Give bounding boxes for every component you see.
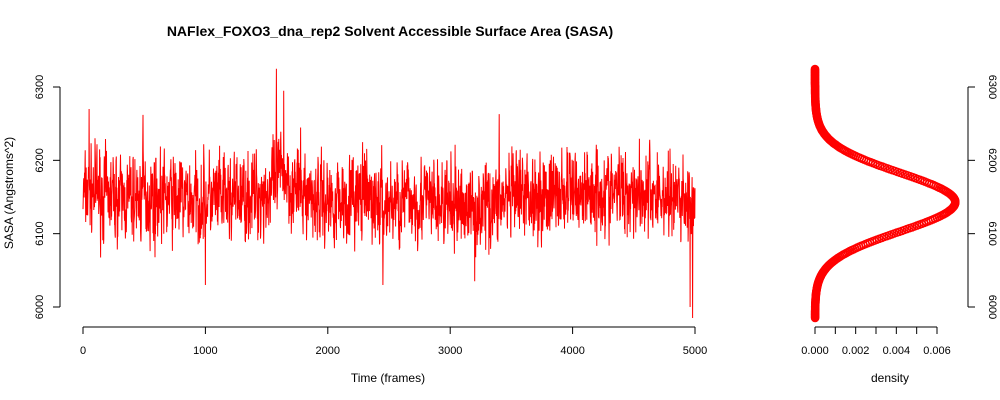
- density-y-axis: 6000 6100 6200 6300: [967, 75, 998, 319]
- x-tick-label: 2000: [316, 345, 340, 357]
- density-x-tick-label: 0.000: [801, 345, 829, 357]
- x-tick-label: 3000: [438, 345, 462, 357]
- density-x-tick-label: 0.002: [842, 345, 870, 357]
- y-tick-label: 6300: [34, 75, 46, 99]
- y-tick-label: 6200: [34, 148, 46, 172]
- density-y-tick-label: 6300: [986, 75, 998, 99]
- x-tick-label: 0: [80, 345, 86, 357]
- sasa-trace-line: [82, 68, 696, 319]
- timeseries-y-axis: 6000 6100 6200 6300: [34, 75, 61, 319]
- y-tick-label: 6100: [34, 221, 46, 245]
- density-x-tick-label: 0.006: [923, 345, 951, 357]
- density-point: [810, 64, 820, 74]
- density-curve: [810, 64, 960, 323]
- density-y-tick-label: 6100: [986, 221, 998, 245]
- x-tick-label: 4000: [560, 345, 584, 357]
- x-tick-label: 5000: [683, 345, 707, 357]
- density-x-tick-label: 0.004: [883, 345, 911, 357]
- timeseries-panel: 6000 6100 6200 6300 0 1000 2000 3000 4000 5000 T…: [2, 68, 707, 385]
- x-tick-label: 1000: [193, 345, 217, 357]
- timeseries-x-axis: 0 1000 2000 3000 4000 5000: [80, 326, 707, 357]
- density-y-tick-label: 6200: [986, 148, 998, 172]
- density-x-axis: 0.000 0.002 0.004 0.006: [801, 326, 951, 357]
- density-panel: 0.000 0.002 0.004 0.006 6000 6100 6200 6300 de…: [801, 64, 998, 385]
- density-y-tick-label: 6000: [986, 295, 998, 319]
- density-x-axis-label: density: [871, 371, 909, 385]
- timeseries-x-axis-label: Time (frames): [351, 371, 425, 385]
- sasa-series-line: [82, 68, 696, 319]
- y-tick-label: 6000: [34, 295, 46, 319]
- chart-title: NAFlex_FOXO3_dna_rep2 Solvent Accessible…: [167, 23, 613, 39]
- timeseries-y-axis-label: SASA (Angstroms^2): [2, 137, 16, 249]
